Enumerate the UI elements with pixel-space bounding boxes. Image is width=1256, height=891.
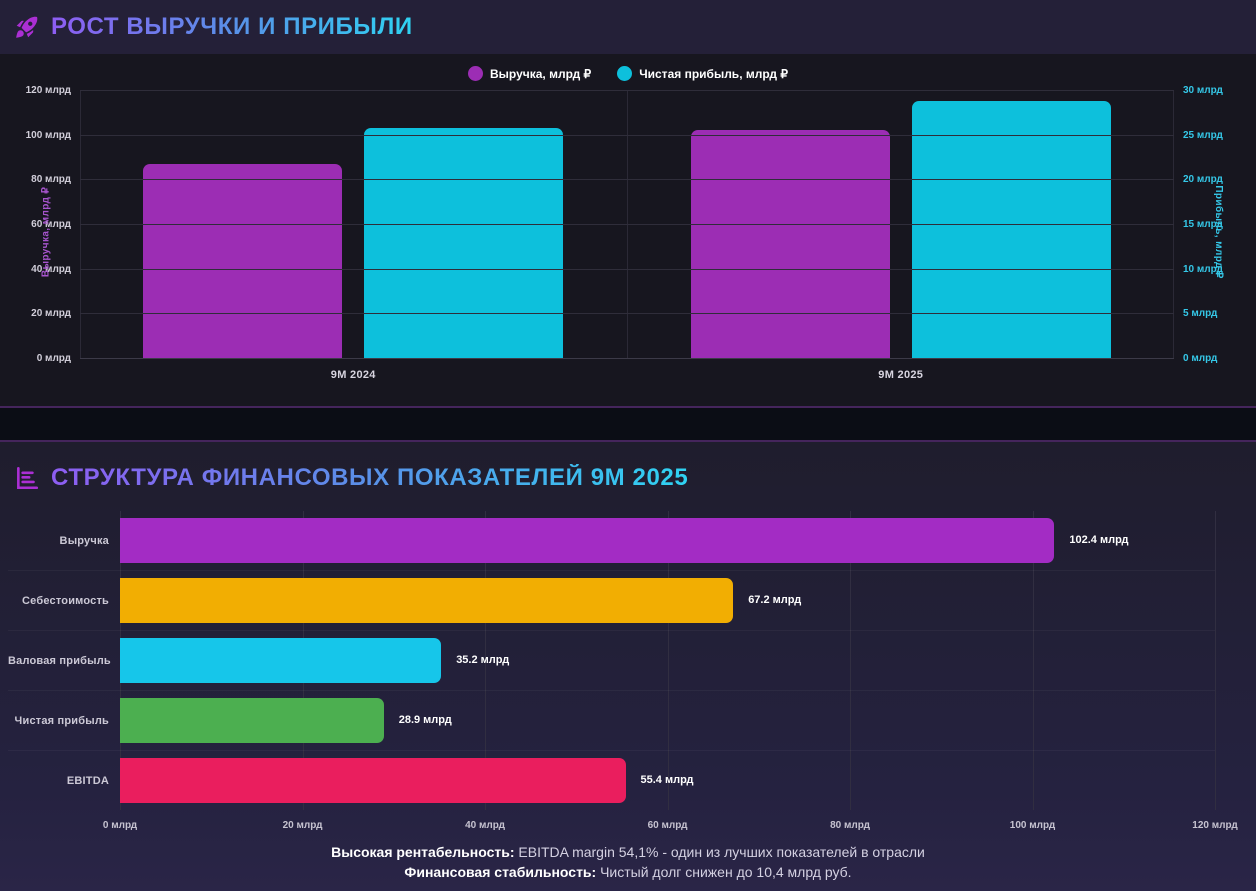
bar-group: 9М 2025 bbox=[626, 91, 1175, 381]
bar-value-label: 55.4 млрд bbox=[640, 774, 694, 786]
structure-section-title: Структура финансовых показателей 9М 2025 bbox=[51, 464, 689, 491]
left-axis-tick: 60 млрд bbox=[31, 219, 71, 230]
row-label: Себестоимость bbox=[22, 594, 109, 607]
left-axis-tick: 0 млрд bbox=[36, 353, 71, 364]
footer-line-profitability: Высокая рентабельность: EBITDA margin 54… bbox=[0, 842, 1256, 862]
bar-value-label: 102.4 млрд bbox=[1069, 534, 1129, 546]
left-axis-tick: 20 млрд bbox=[31, 308, 71, 320]
left-axis-tick: 100 млрд bbox=[25, 129, 71, 141]
plot-right-border bbox=[1173, 91, 1174, 359]
table-row: Выручка 102.4 млрд bbox=[8, 511, 1215, 570]
structure-section: Структура финансовых показателей 9М 2025… bbox=[0, 442, 1256, 891]
row-label: Выручка bbox=[59, 534, 109, 547]
section-divider bbox=[0, 406, 1256, 442]
footer-line1-text: EBITDA margin 54,1% - один из лучших пок… bbox=[514, 844, 925, 860]
bar-revenue[interactable] bbox=[690, 130, 890, 359]
category-label: 9М 2025 bbox=[878, 369, 924, 381]
legend-item[interactable]: Выручка, млрд ₽ bbox=[468, 66, 591, 81]
legend-item[interactable]: Чистая прибыль, млрд ₽ bbox=[617, 66, 788, 81]
hbar-выручка[interactable] bbox=[120, 518, 1055, 563]
right-axis-tick: 30 млрд bbox=[1183, 85, 1223, 96]
bar-area: 35.2 млрд bbox=[120, 638, 1215, 683]
growth-section-title: Рост выручки и прибыли bbox=[51, 13, 413, 40]
hbar-валовая-прибыль[interactable] bbox=[120, 638, 442, 683]
bar-value-label: 67.2 млрд bbox=[748, 594, 802, 606]
table-row: Валовая прибыль 35.2 млрд bbox=[8, 630, 1215, 690]
left-axis-tick: 80 млрд bbox=[31, 174, 71, 186]
plot-left-border bbox=[80, 91, 81, 359]
gridline bbox=[80, 358, 1174, 359]
footer-line-stability: Финансовая стабильность: Чистый долг сни… bbox=[0, 862, 1256, 882]
bar-value-label: 28.9 млрд bbox=[398, 714, 452, 726]
footer-line2-text: Чистый долг снижен до 10,4 млрд руб. bbox=[596, 864, 852, 880]
x-axis-tick: 60 млрд bbox=[647, 820, 688, 831]
growth-chart: Выручка, млрд ₽ Чистая прибыль, млрд ₽ 9М… bbox=[0, 54, 1256, 406]
gridline bbox=[80, 313, 1174, 315]
right-axis-tick: 5 млрд bbox=[1183, 308, 1218, 320]
right-axis-tick: 15 млрд bbox=[1183, 219, 1223, 230]
legend-label: Чистая прибыль, млрд ₽ bbox=[639, 66, 788, 81]
bar-chart-icon bbox=[14, 465, 40, 491]
hbar-ebitda[interactable] bbox=[120, 758, 626, 803]
footer-line2-label: Финансовая стабильность: bbox=[404, 864, 597, 880]
growth-chart-legend: Выручка, млрд ₽ Чистая прибыль, млрд ₽ bbox=[0, 66, 1256, 81]
vertical-gridline bbox=[485, 511, 486, 810]
hbar-себестоимость[interactable] bbox=[120, 578, 734, 623]
x-axis-tick: 80 млрд bbox=[830, 820, 870, 831]
row-label: EBITDA bbox=[66, 774, 109, 787]
gridline bbox=[80, 90, 1174, 91]
bar-net-profit[interactable] bbox=[911, 100, 1111, 359]
x-axis-tick: 20 млрд bbox=[282, 820, 323, 831]
x-axis-tick: 120 млрд bbox=[1192, 820, 1238, 831]
bar-area: 67.2 млрд bbox=[120, 578, 1215, 623]
right-axis-title: Прибыль, млрд ₽ bbox=[1212, 185, 1224, 279]
structure-x-axis: 0 млрд 20 млрд 40 млрд 60 млрд 80 млрд 100 мл… bbox=[103, 813, 1238, 837]
vertical-gridline bbox=[1032, 511, 1034, 810]
table-row: Себестоимость 67.2 млрд bbox=[8, 570, 1215, 630]
left-axis-tick: 120 млрд bbox=[25, 85, 71, 96]
gridline bbox=[80, 134, 1174, 136]
structure-section-header: Структура финансовых показателей 9М 2025 bbox=[0, 458, 1256, 498]
right-axis-tick: 20 млрд bbox=[1183, 174, 1223, 186]
right-axis-tick: 10 млрд bbox=[1183, 263, 1223, 275]
gridline bbox=[80, 179, 1174, 181]
row-label: Валовая прибыль bbox=[8, 654, 111, 667]
structure-chart: Выручка 102.4 млрд Себестоимость 67.2 млрд В… bbox=[8, 511, 1238, 837]
bar-groups: 9М 2024 9М 2025 bbox=[80, 91, 1175, 381]
vertical-gridline bbox=[667, 511, 669, 810]
hbar-чистая-прибыль[interactable] bbox=[120, 698, 384, 743]
left-axis-title: Выручка, млрд ₽ bbox=[40, 186, 52, 278]
rocket-icon bbox=[14, 14, 40, 40]
bar-net-profit[interactable] bbox=[364, 127, 564, 359]
bar-area: 55.4 млрд bbox=[120, 758, 1215, 803]
growth-plot-area: 9М 2024 9М 2025 0 млрд 20 млрд 40 млрд 60 мл… bbox=[26, 85, 1223, 381]
bar-group: 9М 2024 bbox=[80, 91, 627, 381]
x-axis-tick: 40 млрд bbox=[465, 820, 505, 831]
bar-area: 28.9 млрд bbox=[120, 698, 1215, 743]
footer-notes: Высокая рентабельность: EBITDA margin 54… bbox=[0, 842, 1256, 882]
bar-revenue[interactable] bbox=[143, 163, 343, 359]
legend-label: Выручка, млрд ₽ bbox=[490, 66, 592, 81]
vertical-gridline bbox=[1215, 511, 1216, 810]
growth-section-header: Рост выручки и прибыли bbox=[0, 0, 1256, 54]
gridline bbox=[80, 224, 1174, 225]
row-label: Чистая прибыль bbox=[14, 714, 109, 727]
x-axis-tick: 100 млрд bbox=[1009, 820, 1056, 831]
category-label: 9М 2024 bbox=[330, 369, 376, 381]
legend-swatch bbox=[468, 66, 483, 81]
bar-area: 102.4 млрд bbox=[120, 518, 1215, 563]
right-axis-tick: 25 млрд bbox=[1183, 129, 1223, 141]
left-axis-tick: 40 млрд bbox=[31, 263, 71, 275]
table-row: Чистая прибыль 28.9 млрд bbox=[8, 690, 1215, 750]
right-axis-tick: 0 млрд bbox=[1183, 353, 1218, 364]
legend-swatch bbox=[617, 66, 633, 81]
structure-rows: Выручка 102.4 млрд Себестоимость 67.2 млрд В… bbox=[8, 511, 1216, 810]
footer-line1-label: Высокая рентабельность: bbox=[331, 844, 515, 860]
table-row: EBITDA 55.4 млрд bbox=[8, 750, 1215, 810]
gridline bbox=[80, 268, 1174, 270]
vertical-gridline bbox=[850, 511, 851, 810]
bar-value-label: 35.2 млрд bbox=[456, 654, 510, 666]
x-axis-tick: 0 млрд bbox=[102, 820, 138, 831]
